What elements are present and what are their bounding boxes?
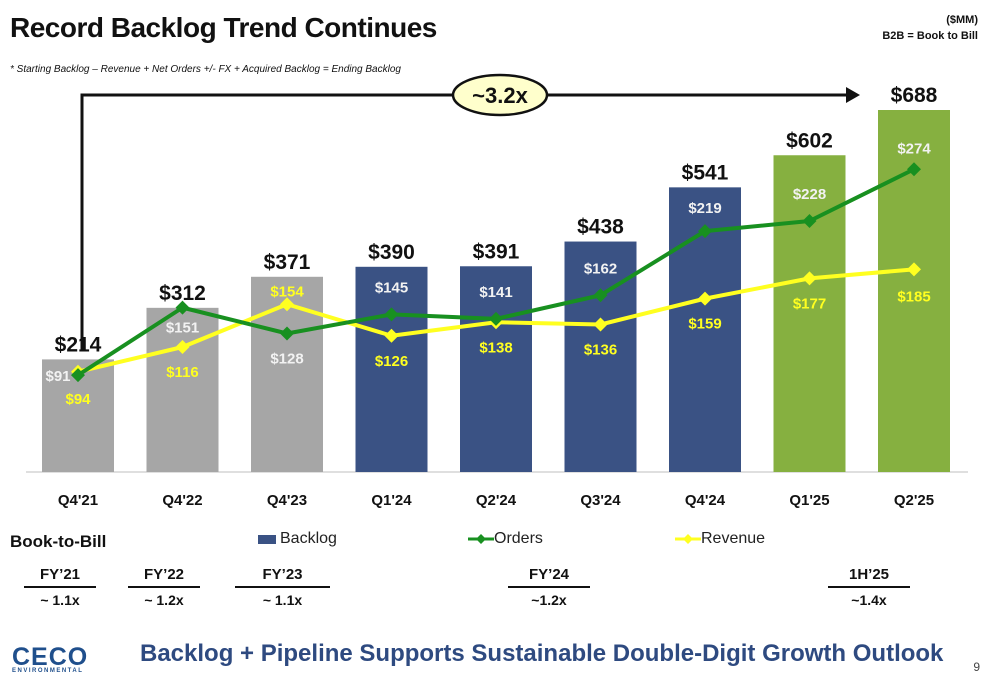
book-to-bill-period: FY’23 bbox=[235, 566, 330, 588]
revenue-value-label: $138 bbox=[479, 339, 512, 356]
orders-value-label: $145 bbox=[375, 279, 408, 296]
growth-callout-bubble bbox=[451, 73, 549, 117]
x-tick-label: Q3'24 bbox=[580, 492, 621, 509]
revenue-point bbox=[907, 262, 921, 277]
orders-value-label: $141 bbox=[479, 284, 512, 301]
legend-orders: Orders bbox=[468, 530, 543, 548]
units-label: ($MM) bbox=[946, 14, 978, 26]
revenue-point bbox=[280, 297, 294, 312]
orders-point bbox=[280, 326, 294, 341]
orders-point bbox=[698, 224, 712, 239]
revenue-value-label: $116 bbox=[166, 364, 199, 381]
legend-backlog-label: Backlog bbox=[280, 530, 337, 547]
revenue-point bbox=[175, 340, 190, 354]
x-tick-label: Q2'25 bbox=[894, 492, 934, 509]
legend-orders-label: Orders bbox=[494, 530, 543, 547]
revenue-value-label: $154 bbox=[270, 283, 304, 300]
backlog-footnote: * Starting Backlog – Revenue + Net Order… bbox=[10, 64, 401, 75]
x-tick-label: Q4'24 bbox=[685, 492, 726, 509]
growth-arrow-line bbox=[80, 93, 848, 350]
legend-revenue: Revenue bbox=[675, 530, 765, 548]
backlog-value-label: $602 bbox=[786, 129, 833, 152]
backlog-value-label: $541 bbox=[682, 161, 729, 184]
revenue-point bbox=[802, 271, 817, 286]
book-to-bill-ratio: ~1.4x bbox=[851, 592, 887, 608]
orders-value-label: $91 bbox=[45, 368, 70, 385]
logo-subtext: ENVIRONMENTAL bbox=[12, 668, 84, 674]
book-to-bill-ratio: ~ 1.1x bbox=[262, 592, 303, 608]
orders-value-label: $128 bbox=[270, 351, 303, 368]
book-to-bill-ratio: ~ 1.2x bbox=[144, 592, 184, 608]
orders-point bbox=[802, 214, 817, 228]
orders-value-label: $219 bbox=[688, 200, 721, 217]
revenue-value-label: $159 bbox=[688, 316, 721, 333]
legend-revenue-marker bbox=[675, 534, 701, 544]
backlog-bar bbox=[460, 266, 532, 472]
x-tick-label: Q1'24 bbox=[371, 492, 412, 509]
footer-banner: Backlog + Pipeline Supports Sustainable … bbox=[140, 640, 944, 667]
backlog-value-label: $214 bbox=[55, 333, 102, 356]
backlog-value-label: $438 bbox=[577, 216, 624, 239]
book-to-bill-item: FY’21 ~ 1.1x bbox=[24, 566, 96, 608]
revenue-value-label: $136 bbox=[584, 342, 617, 359]
book-to-bill-item: FY’24 ~1.2x bbox=[508, 566, 590, 608]
backlog-value-label: $390 bbox=[368, 241, 415, 264]
orders-point bbox=[593, 288, 608, 303]
backlog-value-label: $688 bbox=[891, 84, 938, 107]
units-note: ($MM) B2B = Book to Bill bbox=[882, 12, 978, 44]
backlog-value-label: $371 bbox=[264, 251, 311, 274]
orders-value-label: $151 bbox=[166, 320, 199, 337]
ceco-logo: CECO ENVIRONMENTAL bbox=[12, 643, 89, 675]
slide-title: Record Backlog Trend Continues bbox=[10, 12, 437, 43]
b2b-definition: B2B = Book to Bill bbox=[882, 30, 978, 42]
growth-arrow-head bbox=[846, 87, 860, 103]
orders-point bbox=[175, 300, 190, 315]
backlog-bar bbox=[355, 266, 428, 472]
book-to-bill-item: 1H’25 ~1.4x bbox=[828, 566, 910, 608]
legend-orders-marker bbox=[468, 534, 494, 544]
book-to-bill-period: FY’21 bbox=[24, 566, 96, 588]
legend-revenue-label: Revenue bbox=[701, 530, 766, 547]
orders-point bbox=[489, 311, 503, 326]
revenue-value-label: $177 bbox=[793, 295, 826, 312]
x-tick-label: Q4'21 bbox=[58, 492, 98, 509]
page-number: 9 bbox=[973, 660, 980, 674]
book-to-bill-period: 1H’25 bbox=[828, 566, 910, 588]
book-to-bill-ratio: ~1.2x bbox=[531, 592, 567, 608]
book-to-bill-period: FY’24 bbox=[508, 566, 590, 588]
x-tick-label: Q4'23 bbox=[267, 492, 307, 509]
revenue-value-label: $185 bbox=[897, 288, 930, 305]
orders-point bbox=[71, 368, 85, 383]
orders-point bbox=[907, 162, 921, 177]
book-to-bill-item: FY’23 ~ 1.1x bbox=[235, 566, 330, 608]
x-tick-label: Q4'22 bbox=[162, 492, 202, 509]
orders-value-label: $162 bbox=[584, 260, 617, 277]
orders-value-label: $228 bbox=[793, 186, 826, 203]
backlog-value-label: $312 bbox=[159, 282, 206, 305]
orders-point bbox=[384, 307, 399, 322]
book-to-bill-ratio: ~ 1.1x bbox=[40, 592, 80, 608]
revenue-point bbox=[593, 317, 608, 332]
revenue-value-label: $126 bbox=[375, 353, 408, 370]
legend-backlog-swatch bbox=[258, 534, 276, 544]
backlog-chart: $214 $312 $371 $390 $391 $438 $541 $602 $688 Q4'2… bbox=[26, 73, 968, 509]
backlog-value-label: $391 bbox=[473, 240, 520, 263]
orders-value-label: $274 bbox=[897, 140, 931, 157]
legend-backlog: Backlog bbox=[258, 530, 337, 548]
book-to-bill-period: FY’22 bbox=[128, 566, 200, 588]
logo-text: CECO bbox=[12, 643, 89, 671]
growth-callout-text: ~3.2x bbox=[472, 83, 528, 108]
revenue-point bbox=[384, 328, 399, 343]
revenue-value-label: $94 bbox=[65, 391, 91, 408]
x-tick-label: Q2'24 bbox=[476, 492, 517, 509]
revenue-point bbox=[698, 291, 712, 306]
book-to-bill-title: Book-to-Bill bbox=[10, 532, 107, 551]
book-to-bill-item: FY’22 ~ 1.2x bbox=[128, 566, 200, 608]
x-tick-label: Q1'25 bbox=[789, 492, 829, 509]
